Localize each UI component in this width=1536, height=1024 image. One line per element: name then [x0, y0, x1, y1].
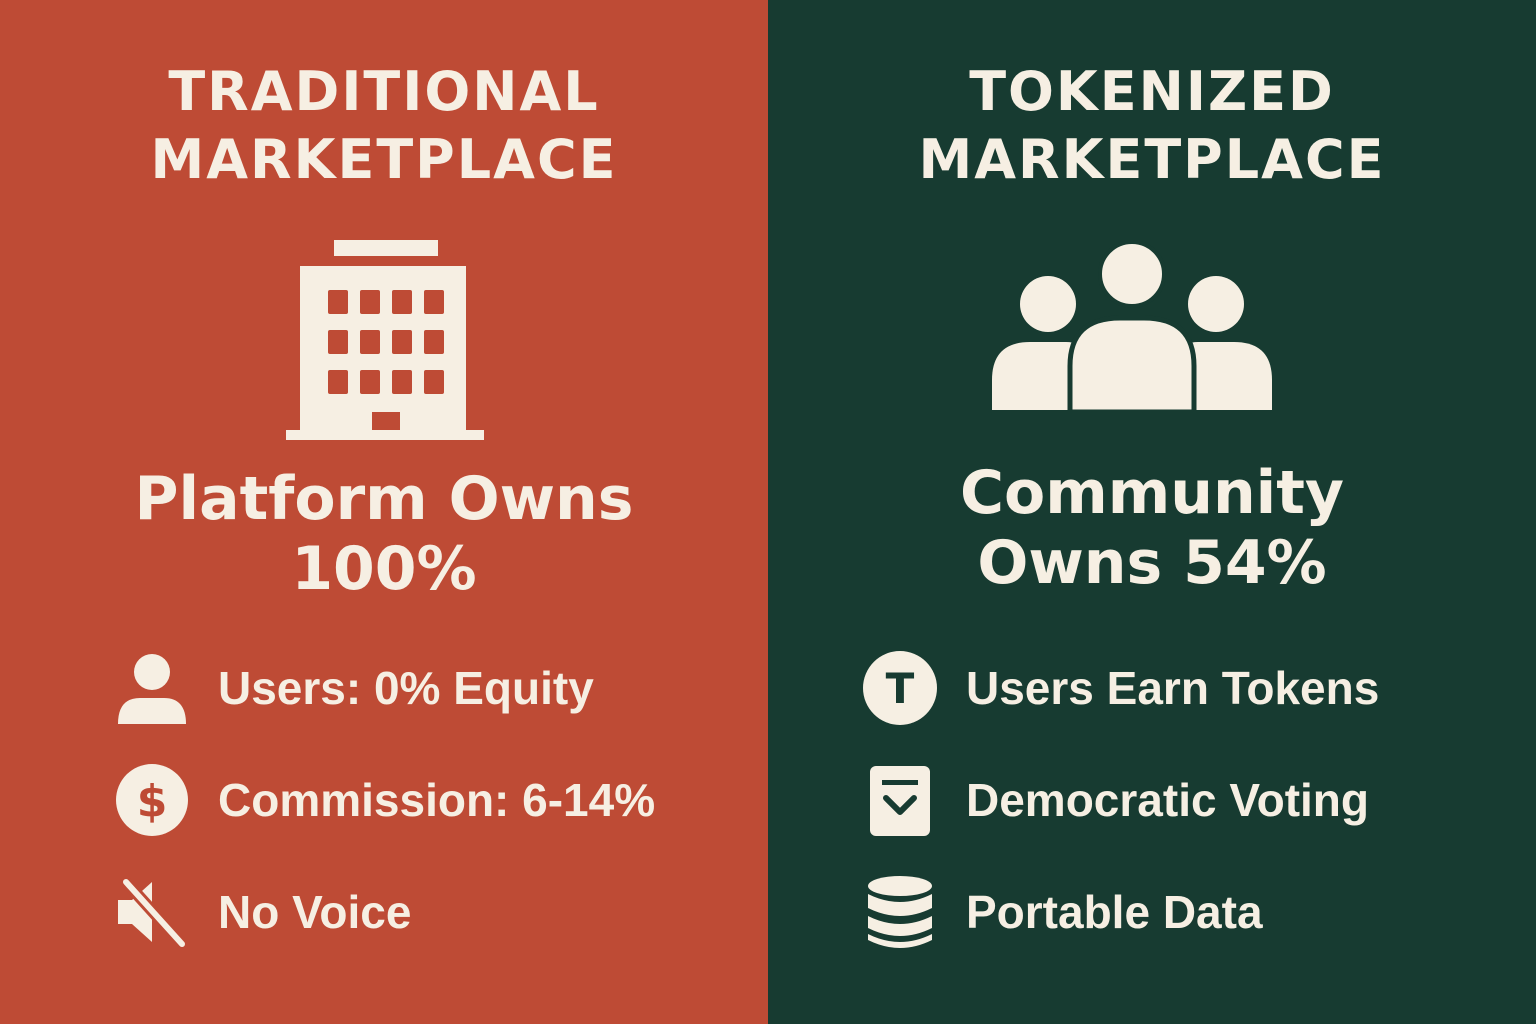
dollar-icon: $	[112, 760, 192, 840]
tokenized-title-line2: MARKETPLACE	[918, 128, 1386, 191]
feature-label: Democratic Voting	[966, 774, 1369, 826]
feature-label: No Voice	[218, 886, 412, 938]
feature-portable-data: Portable Data	[860, 872, 1263, 952]
feature-label: Users: 0% Equity	[218, 662, 594, 714]
feature-no-voice: No Voice	[112, 872, 411, 952]
feature-user-equity: Users: 0% Equity	[112, 648, 594, 728]
user-icon	[112, 648, 192, 728]
feature-label: Users Earn Tokens	[966, 662, 1380, 714]
ballot-icon	[860, 760, 940, 840]
building-icon	[286, 240, 484, 444]
tokenized-title: TOKENIZED MARKETPLACE	[768, 58, 1536, 194]
traditional-panel: TRADITIONAL MARKETPLACE	[0, 0, 768, 1024]
tokenized-headline-line2: Owns 54%	[977, 528, 1327, 598]
feature-commission: $ Commission: 6-14%	[112, 760, 655, 840]
feature-label: Portable Data	[966, 886, 1263, 938]
traditional-title-line2: MARKETPLACE	[150, 128, 618, 191]
tokenized-title-line1: TOKENIZED	[969, 60, 1335, 123]
tokenized-panel: TOKENIZED MARKETPLACE Community Owns 54%…	[768, 0, 1536, 1024]
traditional-headline-line2: 100%	[291, 534, 477, 604]
traditional-headline: Platform Owns 100%	[0, 464, 768, 604]
traditional-title: TRADITIONAL MARKETPLACE	[0, 58, 768, 194]
traditional-title-line1: TRADITIONAL	[168, 60, 600, 123]
feature-democratic-voting: Democratic Voting	[860, 760, 1369, 840]
community-icon	[990, 240, 1274, 420]
token-letter: T	[886, 664, 915, 713]
feature-label: Commission: 6-14%	[218, 774, 656, 826]
token-icon: T	[860, 648, 940, 728]
feature-earn-tokens: T Users Earn Tokens	[860, 648, 1379, 728]
tokenized-headline-line1: Community	[959, 458, 1345, 528]
traditional-headline-line1: Platform Owns	[134, 464, 634, 534]
muted-speaker-icon	[112, 872, 192, 952]
tokenized-headline: Community Owns 54%	[768, 458, 1536, 598]
database-icon	[860, 872, 940, 952]
svg-text:$: $	[137, 776, 168, 827]
